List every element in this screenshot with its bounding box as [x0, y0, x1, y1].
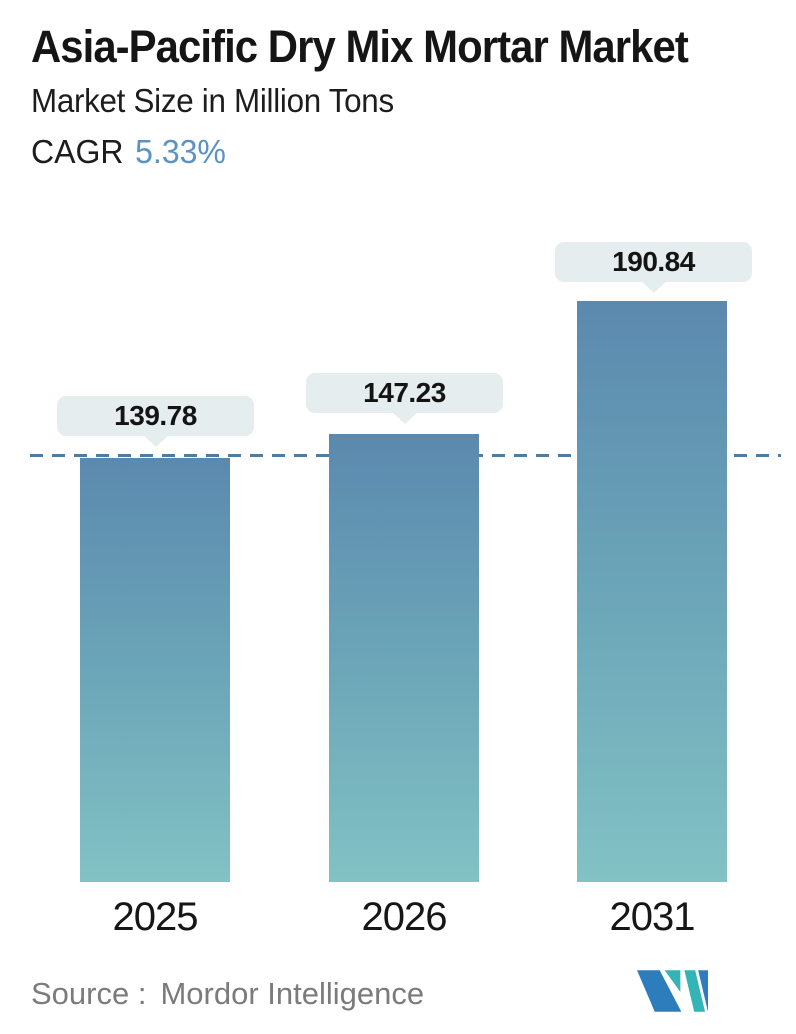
cagr-row: CAGR 5.33% — [31, 133, 226, 170]
source-label: Source : — [31, 976, 147, 1011]
year-label-2025: 2025 — [112, 895, 199, 939]
source-attribution: Source : Mordor Intelligence — [31, 976, 424, 1012]
bubble-tail-icon — [640, 281, 667, 293]
source-name: Mordor Intelligence — [160, 976, 425, 1011]
year-label-2031: 2031 — [609, 895, 696, 939]
cagr-label: CAGR — [31, 133, 124, 170]
bar-2026 — [329, 434, 479, 882]
bar-2025 — [80, 458, 230, 882]
value-bubble-2026: 147.23 — [306, 373, 503, 424]
value-bubble-2031: 190.84 — [555, 242, 752, 293]
year-label-2026: 2026 — [361, 895, 448, 939]
mordor-intelligence-logo — [637, 970, 708, 1012]
value-label-2025: 139.78 — [114, 400, 197, 431]
cagr-value: 5.33% — [135, 133, 226, 170]
bar-2031 — [577, 301, 727, 882]
value-label-2026: 147.23 — [363, 377, 446, 408]
value-label-2031: 190.84 — [612, 246, 695, 277]
value-bubble-2025: 139.78 — [57, 396, 254, 447]
bubble-tail-icon — [391, 412, 418, 424]
chart-title: Asia-Pacific Dry Mix Mortar Market — [31, 21, 689, 72]
bubble-tail-icon — [142, 435, 169, 447]
chart-subtitle: Market Size in Million Tons — [31, 82, 394, 119]
